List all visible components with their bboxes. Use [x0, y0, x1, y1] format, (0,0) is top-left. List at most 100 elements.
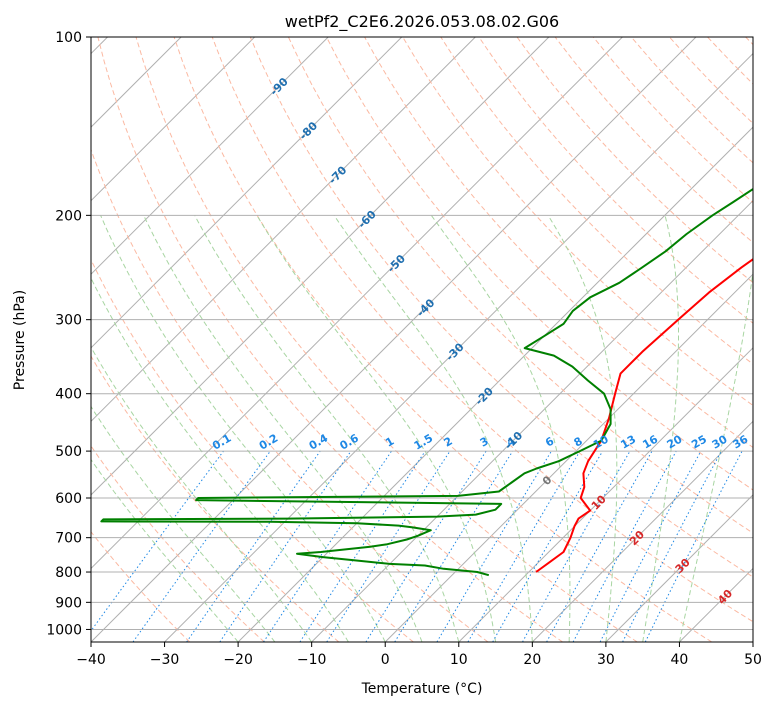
- isotherm-line: [679, 567, 753, 642]
- chart-title: wetPf2_C2E6.2026.053.08.02.G06: [285, 12, 559, 32]
- dry-adiabat-line: [364, 37, 753, 449]
- dry-adiabat-line: [91, 531, 191, 642]
- moist-adiabat-line: [642, 215, 679, 642]
- isotherm-line: [531, 420, 753, 642]
- isotherm-line: [164, 52, 753, 642]
- dry-adiabat-line: [478, 37, 753, 324]
- mixing-ratio-line: [467, 450, 581, 642]
- y-axis-label: Pressure (hPa): [12, 290, 28, 390]
- dry-adiabat-line: [135, 37, 638, 642]
- mixing-ratio-line: [572, 450, 677, 642]
- mixing-ratio-label: 0.1: [210, 432, 233, 453]
- y-tick-label: 500: [55, 444, 82, 460]
- mixing-ratio-label: 3: [478, 435, 491, 450]
- isotherm-line: [91, 37, 256, 202]
- isotherm-line: [237, 126, 753, 642]
- x-tick-label: 20: [523, 652, 541, 668]
- isotherm-line: [91, 37, 403, 349]
- mixing-ratio-line: [394, 450, 514, 642]
- isotherm-label: 30: [673, 556, 693, 576]
- mixing-ratio-line: [644, 450, 743, 642]
- y-tick-label: 100: [55, 30, 82, 46]
- mixing-ratio-label: 25: [689, 433, 709, 452]
- mixing-ratio-label: 20: [665, 432, 685, 451]
- dry-adiabat-line: [402, 37, 753, 407]
- profile-line: [535, 257, 753, 573]
- mixing-ratio-label: 36: [730, 432, 750, 451]
- isotherm-line: [91, 37, 623, 570]
- mixing-ratio-line: [299, 450, 426, 642]
- y-tick-label: 300: [55, 313, 82, 329]
- y-tick-label: 200: [55, 208, 82, 224]
- y-axis: 100 200 300 400 500 600 700 800 900 1000: [46, 30, 91, 638]
- x-axis: −40 −30 −20 −10 0 10 20 30 40 50: [76, 642, 762, 668]
- y-tick-label: 400: [55, 387, 82, 403]
- isotherm-line: [91, 37, 476, 423]
- isotherm-line: [91, 37, 329, 275]
- dry-adiabat-line: [211, 37, 753, 623]
- x-axis-label: Temperature (°C): [361, 681, 483, 697]
- x-tick-label: 40: [671, 652, 689, 668]
- isotherm-line: [91, 37, 697, 642]
- dry-adiabat-line: [97, 37, 563, 642]
- moist-adiabat-line: [91, 405, 276, 642]
- x-tick-label: 10: [450, 652, 468, 668]
- isotherm-line: [311, 199, 753, 642]
- moist-adiabat-line: [91, 458, 239, 642]
- x-tick-label: 50: [744, 652, 762, 668]
- mixing-ratio-line: [219, 450, 352, 642]
- mixing-ratio-line: [436, 450, 552, 642]
- dry-adiabat-line: [707, 37, 753, 85]
- moist-adiabat-line: [91, 346, 313, 642]
- mixing-ratio-line: [132, 450, 271, 642]
- x-tick-label: −10: [297, 652, 327, 668]
- isotherm-label: -30: [443, 340, 466, 363]
- y-tick-label: 700: [55, 531, 82, 547]
- mixing-ratio-label: 1.5: [412, 432, 435, 453]
- isotherm-label: -60: [356, 208, 379, 231]
- x-tick-label: 30: [597, 652, 615, 668]
- mixing-ratio-line: [263, 450, 392, 642]
- moist-adiabat-line: [256, 215, 497, 642]
- mixing-ratio-line: [326, 450, 451, 642]
- dry-adiabat-line: [516, 37, 753, 284]
- mixing-ratio-label: 0.2: [257, 432, 280, 453]
- x-tick-label: −20: [223, 652, 253, 668]
- dry-adiabat-line: [592, 37, 753, 204]
- dry-adiabat-line: [669, 37, 753, 125]
- isotherm-line: [752, 641, 753, 642]
- isotherm-line: [91, 37, 550, 496]
- mixing-ratio-label: 0.4: [307, 431, 331, 452]
- mixing-ratio-line: [91, 450, 224, 632]
- dry-adiabat-line: [249, 37, 753, 578]
- moist-adiabat-line: [547, 215, 618, 642]
- isotherm-line: [384, 273, 753, 642]
- mixing-ratio-label: 8: [572, 435, 585, 450]
- dry-adiabat-line: [440, 37, 753, 365]
- dry-adiabat-line: [554, 37, 753, 244]
- profile-line: [100, 187, 753, 577]
- mixing-ratio-label: 10: [591, 432, 611, 451]
- mixing-ratio-line: [599, 450, 702, 642]
- plot-frame: [90, 36, 754, 643]
- moist-adiabat-line: [678, 268, 753, 642]
- profile-series: [100, 187, 753, 577]
- y-tick-label: 800: [55, 565, 82, 581]
- dry-adiabat-line: [745, 37, 753, 46]
- mixing-ratio-line: [522, 450, 631, 642]
- background-lines: [91, 37, 753, 642]
- mixing-ratio-line: [186, 450, 321, 642]
- dry-adiabat-line: [91, 445, 265, 642]
- moist-adiabat-line: [143, 215, 423, 642]
- dry-adiabat-line: [91, 148, 489, 642]
- dry-adiabat-line: [326, 37, 753, 491]
- moist-adiabat-line: [430, 215, 571, 642]
- moist-adiabat-line: [194, 215, 460, 642]
- moist-adiabat-line: [333, 215, 533, 642]
- isotherm-label: 20: [627, 528, 647, 548]
- moist-adiabat-line: [100, 215, 386, 642]
- dry-adiabat-line: [173, 37, 713, 642]
- mixing-ratio-line: [546, 450, 653, 642]
